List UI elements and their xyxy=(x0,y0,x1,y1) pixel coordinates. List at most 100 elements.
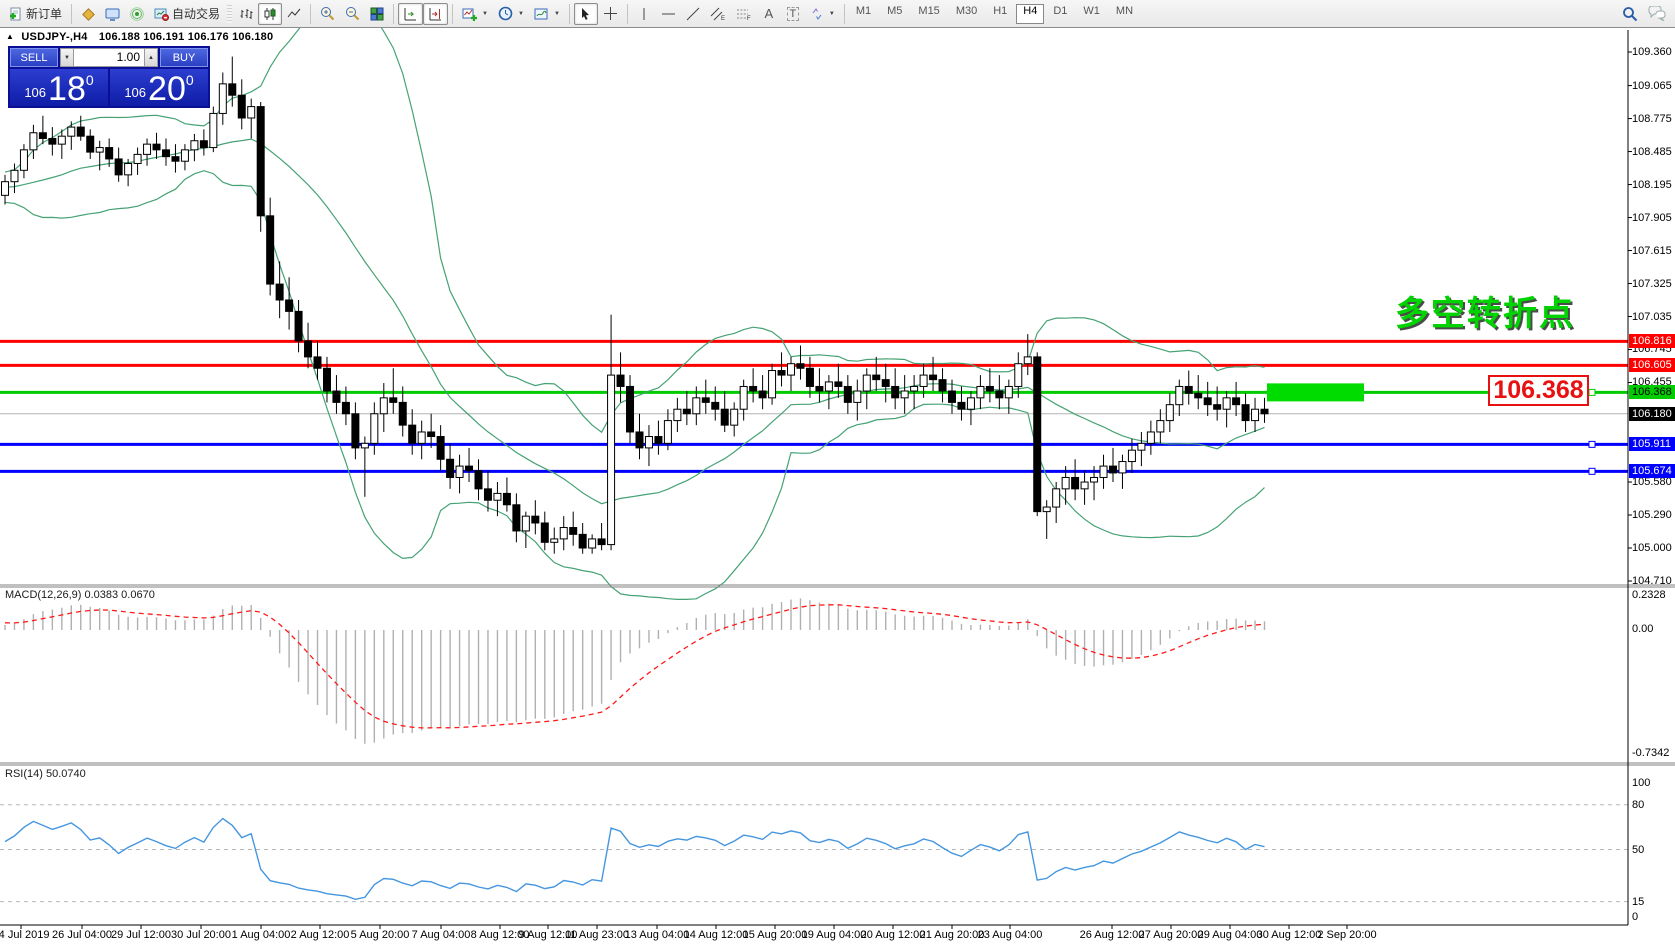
bar-chart-button[interactable] xyxy=(234,3,258,25)
trendline-button[interactable] xyxy=(681,3,705,25)
equidistant-channel-button[interactable]: E xyxy=(705,3,731,25)
volume-input[interactable]: 1.00 xyxy=(74,48,144,67)
timeframe-group: M1 M5 M15 M30 H1 H4 D1 W1 MN xyxy=(849,3,1140,24)
timeframe-m30[interactable]: M30 xyxy=(955,4,978,17)
text-label-icon: T xyxy=(786,6,800,21)
macd-indicator-label: MACD(12,26,9) 0.0383 0.0670 xyxy=(5,589,155,601)
key-level-price-label: 106.368 xyxy=(1488,375,1589,406)
time-axis-label: 20 Aug 12:00 xyxy=(860,929,926,941)
time-axis-label: 7 Aug 04:00 xyxy=(411,929,471,941)
text-button[interactable]: A xyxy=(757,3,781,25)
turning-point-annotation: 多空转折点 xyxy=(1395,295,1575,333)
arrows-button[interactable]: ▼ xyxy=(805,3,840,25)
timeframe-h4[interactable]: H4 xyxy=(1016,3,1045,24)
buy-button[interactable]: BUY xyxy=(160,48,208,67)
tile-windows-button[interactable] xyxy=(365,3,389,25)
chart-ohlc-values: 106.188 106.191 106.176 106.180 xyxy=(98,31,274,43)
vertical-line-button[interactable] xyxy=(632,3,656,25)
timeframe-w1[interactable]: W1 xyxy=(1083,4,1100,17)
indicators-caret-icon: ▼ xyxy=(482,10,488,17)
rsi-scale-label: 100 xyxy=(1632,777,1651,789)
zoom-out-button[interactable] xyxy=(340,3,365,25)
price-line-flag: 106.816 xyxy=(1629,334,1675,349)
svg-text:F: F xyxy=(747,16,751,21)
macd-scale-zero: 0.00 xyxy=(1632,623,1654,635)
indicators-button[interactable]: ▼ xyxy=(457,3,493,25)
fibonacci-icon: F xyxy=(736,9,751,21)
price-axis-tick: 104.710 xyxy=(1632,575,1672,587)
zoom-in-button[interactable] xyxy=(315,3,340,25)
text-label-button[interactable]: T xyxy=(781,3,805,25)
toolbar-separator xyxy=(568,3,570,24)
crosshair-button[interactable] xyxy=(598,3,623,25)
templates-button[interactable]: ▼ xyxy=(529,3,565,25)
text-tool-icon: A xyxy=(764,6,774,21)
autotrading-button[interactable]: 自动交易 xyxy=(149,3,225,25)
new-order-button[interactable]: 新订单 xyxy=(4,3,67,25)
line-chart-icon xyxy=(287,8,301,17)
chart-shift-button[interactable] xyxy=(423,2,449,25)
line-chart-button[interactable] xyxy=(282,3,306,25)
candlestick-chart-button[interactable] xyxy=(258,2,283,25)
cursor-button[interactable] xyxy=(573,2,598,25)
time-axis-label: 14 Aug 12:00 xyxy=(683,929,749,941)
metaeditor-button[interactable] xyxy=(76,3,100,25)
timeframe-h1[interactable]: H1 xyxy=(993,4,1008,17)
timeframe-m15[interactable]: M15 xyxy=(918,4,940,17)
auto-scroll-button[interactable] xyxy=(398,2,424,25)
time-axis-label: 8 Aug 12:00 xyxy=(470,929,530,941)
price-axis-tick: 109.360 xyxy=(1632,46,1672,58)
terminal-button[interactable] xyxy=(100,3,125,25)
toolbar-separator xyxy=(310,3,312,24)
crosshair-icon xyxy=(603,7,617,20)
signals-button[interactable] xyxy=(125,3,149,25)
candlestick-chart-icon xyxy=(264,7,276,20)
fibonacci-button[interactable]: F xyxy=(731,3,757,25)
timeframe-mn[interactable]: MN xyxy=(1115,4,1134,17)
indicators-icon xyxy=(462,8,478,21)
search-button[interactable] xyxy=(1617,3,1643,25)
bid-price[interactable]: 106 18 0 xyxy=(10,69,108,106)
monitor-icon xyxy=(105,8,120,21)
sell-button[interactable]: SELL xyxy=(10,48,58,67)
periods-button[interactable]: ▼ xyxy=(493,3,529,25)
vertical-line-icon xyxy=(643,7,645,20)
price-axis-tick: 105.000 xyxy=(1632,542,1672,554)
signal-icon xyxy=(130,6,144,21)
timeframe-m5[interactable]: M5 xyxy=(887,4,903,17)
ask-price[interactable]: 106 20 0 xyxy=(110,69,208,106)
trade-panel-top-row: SELL ▼ 1.00 ▲ BUY xyxy=(10,48,208,67)
ask-price-point: 0 xyxy=(185,72,194,88)
ask-price-major: 106 xyxy=(124,85,147,100)
metaeditor-icon xyxy=(82,7,95,21)
timeframe-d1[interactable]: D1 xyxy=(1053,4,1068,17)
bid-price-point: 0 xyxy=(85,72,94,88)
price-line-flag: 106.368 xyxy=(1629,385,1675,400)
rsi-scale-label: 80 xyxy=(1632,798,1645,811)
rsi-scale-label: 50 xyxy=(1632,843,1645,856)
time-axis-label: 30 Aug 12:00 xyxy=(1256,929,1322,941)
collapse-triangle-icon[interactable]: ▲ xyxy=(6,32,15,41)
autotrading-label: 自动交易 xyxy=(172,7,221,21)
price-axis-tick: 108.195 xyxy=(1632,178,1672,191)
bid-price-pips: 18 xyxy=(48,70,86,108)
price-axis-tick: 105.580 xyxy=(1632,476,1672,489)
horizontal-line-icon xyxy=(661,13,675,14)
bid-price-major: 106 xyxy=(24,85,47,100)
price-line-flag: 105.674 xyxy=(1629,464,1675,479)
time-axis-label: 15 Aug 20:00 xyxy=(742,929,808,941)
chat-button[interactable] xyxy=(1643,3,1671,25)
time-axis-label: 24 Jul 2019 xyxy=(0,929,50,941)
autotrading-icon xyxy=(154,8,170,21)
volume-increase-button[interactable]: ▲ xyxy=(144,48,158,67)
channel-icon: E xyxy=(710,7,725,21)
horizontal-line-button[interactable] xyxy=(656,3,681,25)
timeframe-m1[interactable]: M1 xyxy=(855,4,872,17)
one-click-trading-panel: SELL ▼ 1.00 ▲ BUY 106 18 0 106 20 0 xyxy=(8,46,210,108)
price-axis-tick: 109.065 xyxy=(1632,79,1672,92)
main-toolbar: 新订单 自动交易 xyxy=(0,0,1675,28)
toolbar-right xyxy=(1617,3,1671,25)
volume-decrease-button[interactable]: ▼ xyxy=(60,48,74,67)
